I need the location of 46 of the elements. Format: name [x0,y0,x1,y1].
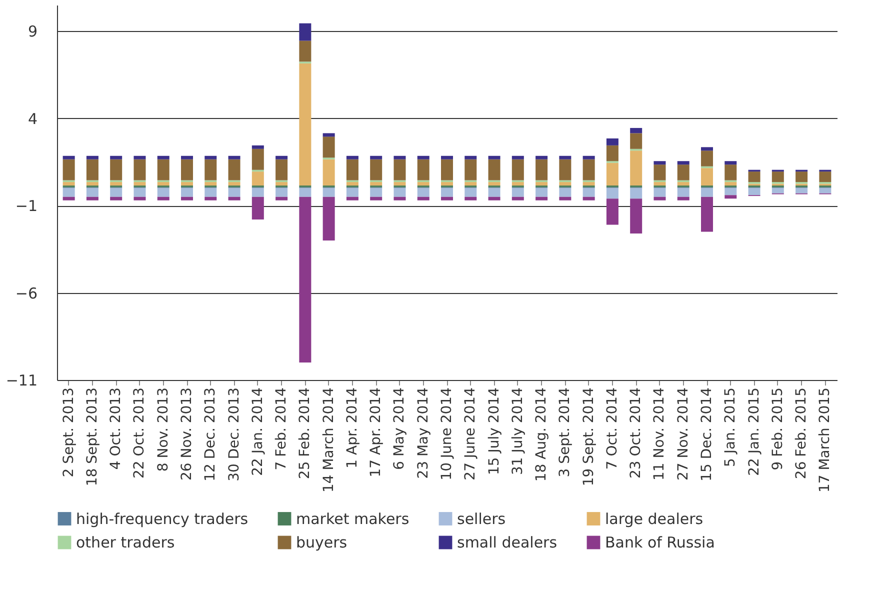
x-tick-label: 26 Nov. 2013 [179,388,195,481]
x-tick-label: 4 Oct. 2013 [108,388,124,470]
x-tick-label: 22 Jan. 2015 [746,388,762,476]
x-tick-label: 12 Dec. 2013 [202,388,219,482]
x-tick-label: 2 Sept. 2013 [60,388,77,478]
x-tick-label: 17 Apr. 2014 [368,387,384,478]
x-tick-label: 26 Feb. 2015 [794,388,810,480]
x-tick-label: 15 Dec. 2014 [699,387,715,482]
x-tick-label: 27 June 2014 [462,387,479,480]
x-tick-label: 30 Dec. 2013 [226,388,242,482]
x-tick-label: 31 July 2014 [510,387,526,476]
x-tick-label: 11 Nov. 2014 [652,387,668,481]
x-tick-label: 22 Oct. 2013 [132,388,148,478]
y-tick-label: −6 [15,284,38,302]
x-tick-label: 17 March 2015 [817,388,834,493]
x-tick-label: 3 Sept. 2014 [557,387,574,478]
x-tick-label: 10 June 2014 [439,387,455,480]
x-tick-label: 9 Feb. 2015 [770,388,786,470]
x-tick-label: 1 Apr. 2014 [344,387,360,468]
legend-label: sellers [457,510,506,528]
y-tick-label: 4 [28,110,38,128]
x-tick-label: 25 Feb. 2014 [297,387,314,480]
x-tick-label: 8 Nov. 2013 [155,388,172,472]
legend-label: high-frequency traders [76,510,248,528]
y-tick-label: −1 [15,197,38,216]
legend-label: small dealers [457,534,558,552]
x-tick-label: 19 Sept. 2014 [580,387,597,486]
x-tick-label: 23 Oct. 2014 [628,387,644,478]
x-tick-label: 27 Nov. 2014 [675,387,692,481]
x-tick-label: 18 Aug. 2014 [534,387,550,482]
x-tick-label: 6 May 2014 [392,387,408,470]
x-tick-label: 5 Jan. 2015 [722,388,739,467]
x-tick-label: 7 Oct. 2014 [604,387,620,470]
x-tick-label: 23 May 2014 [415,387,432,479]
x-tick-label: 15 July 2014 [486,387,502,476]
x-tick-label: 14 March 2014 [320,387,337,493]
x-tick-label: 18 Sept. 2013 [84,388,100,486]
y-tick-label: −11 [6,372,38,390]
legend-label: Bank of Russia [605,534,715,552]
x-tick-label: 22 Jan. 2014 [250,387,266,476]
legend-label: other traders [76,534,175,552]
legend-label: large dealers [605,510,704,528]
legend-label: market makers [296,510,410,528]
y-tick-label: 9 [28,22,38,41]
x-tick-label: 7 Feb. 2014 [274,387,290,470]
legend-label: buyers [296,534,348,552]
